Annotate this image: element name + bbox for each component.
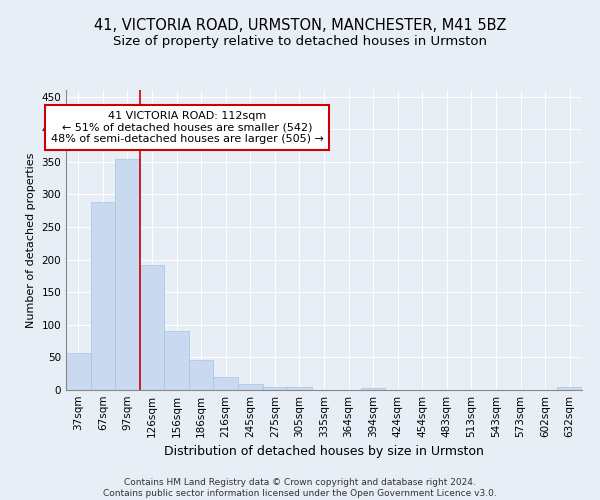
Text: 41, VICTORIA ROAD, URMSTON, MANCHESTER, M41 5BZ: 41, VICTORIA ROAD, URMSTON, MANCHESTER, … [94,18,506,32]
Bar [263,386,287,390]
Bar [164,332,189,390]
X-axis label: Distribution of detached houses by size in Urmston: Distribution of detached houses by size … [164,446,484,458]
Bar [557,388,582,390]
Bar [189,360,214,390]
Bar [361,388,385,390]
Text: Contains HM Land Registry data © Crown copyright and database right 2024.
Contai: Contains HM Land Registry data © Crown c… [103,478,497,498]
Bar [66,353,91,390]
Bar [214,377,238,390]
Bar [287,386,312,390]
Bar [91,202,115,390]
Text: 41 VICTORIA ROAD: 112sqm
← 51% of detached houses are smaller (542)
48% of semi-: 41 VICTORIA ROAD: 112sqm ← 51% of detach… [51,111,323,144]
Text: Size of property relative to detached houses in Urmston: Size of property relative to detached ho… [113,35,487,48]
Bar [115,159,140,390]
Bar [238,384,263,390]
Y-axis label: Number of detached properties: Number of detached properties [26,152,36,328]
Bar [140,265,164,390]
